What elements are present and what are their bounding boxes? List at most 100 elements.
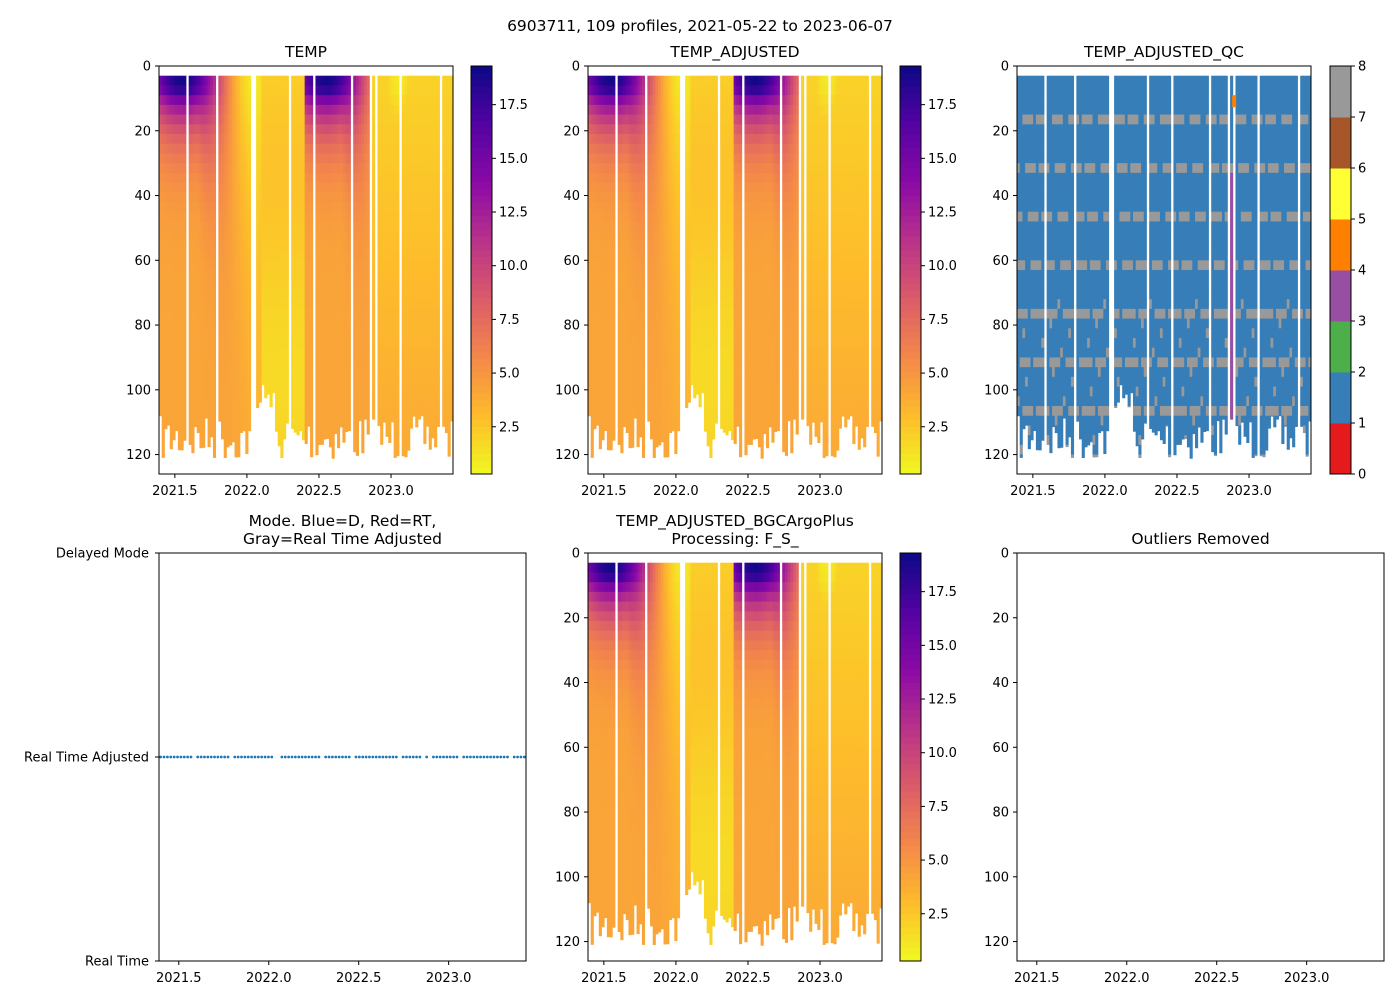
- temp-panel-cell: [226, 435, 230, 446]
- temp-panel-cell: [345, 289, 349, 300]
- temp-panel-cell: [307, 163, 311, 174]
- temp-adj-panel-cell: [628, 143, 632, 154]
- temp-panel-cell: [415, 114, 419, 125]
- temp-adj-panel-cell: [598, 143, 602, 154]
- temp-panel-cell: [248, 386, 252, 397]
- temp-panel-cell: [239, 279, 244, 290]
- temp-adj-panel-cell: [641, 260, 646, 271]
- temp-adj-panel-cell: [606, 240, 610, 251]
- temp-adj-panel-cell: [620, 124, 624, 135]
- temp-panel-cell: [285, 357, 289, 368]
- temp-panel-cell: [307, 357, 311, 368]
- temp-adj-panel-cell: [647, 250, 651, 261]
- temp-panel-cell: [334, 211, 338, 222]
- temp-panel-cell: [358, 270, 362, 281]
- temp-panel-cell: [183, 367, 187, 378]
- temp-panel-cell: [382, 299, 386, 310]
- temp-adj-panel-cell: [674, 376, 678, 387]
- temp-panel-cell: [382, 192, 386, 203]
- temp-adj-panel-cell: [604, 328, 608, 339]
- temp-panel-cell: [328, 182, 333, 193]
- temp-adj-panel-cell: [593, 143, 597, 154]
- temp-panel-cell: [169, 211, 173, 222]
- temp-adj-panel-cell: [601, 231, 605, 242]
- temp-adj-panel-cell: [639, 367, 643, 378]
- temp-panel-cell: [361, 153, 365, 164]
- temp-panel-cell: [248, 289, 252, 300]
- temp-panel-cell: [207, 386, 211, 397]
- temp-panel-cell: [420, 211, 424, 222]
- temp-panel-cell: [326, 250, 330, 261]
- temp-panel-cell: [388, 134, 392, 145]
- temp-adj-panel-cell: [606, 85, 610, 96]
- temp-panel-cell: [404, 454, 408, 458]
- temp-panel-cell: [323, 435, 327, 440]
- temp-panel-cell: [196, 95, 200, 106]
- temp-panel-cell: [442, 357, 446, 368]
- temp-panel-cell: [277, 134, 281, 145]
- temp-adj-panel-cell: [596, 75, 600, 86]
- temp-adj-panel-cell: [625, 357, 629, 368]
- temp-panel-cell: [234, 367, 238, 378]
- temp-panel-cell: [450, 134, 454, 145]
- temp-panel-cell: [409, 172, 413, 183]
- temp-panel-cell: [401, 202, 405, 213]
- temp-panel-cell: [423, 308, 427, 319]
- temp-panel-cell: [237, 202, 241, 213]
- temp-panel-cell: [436, 386, 440, 397]
- temp-panel-cell: [212, 231, 217, 242]
- temp-panel-cell: [175, 192, 179, 203]
- temp-panel-cell: [172, 124, 176, 135]
- temp-adj-panel-cell: [601, 75, 605, 86]
- temp-panel-cell: [331, 357, 335, 368]
- temp-panel-cell: [172, 367, 176, 378]
- temp-panel-cell: [420, 221, 424, 232]
- temp-adj-panel-cell: [641, 104, 646, 115]
- temp-adj-panel-cell: [652, 396, 656, 407]
- temp-panel-cell: [272, 75, 276, 86]
- temp-adj-panel-cell: [663, 153, 667, 164]
- temp-panel-cell: [169, 299, 173, 310]
- temp-adj-panel-cell: [655, 328, 659, 339]
- temp-panel-cell: [417, 104, 422, 115]
- temp-panel-cell: [358, 153, 362, 164]
- temp-panel-cell: [188, 328, 192, 339]
- temp-panel-cell: [380, 153, 384, 164]
- temp-panel-cell: [323, 308, 327, 319]
- temp-panel-cell: [199, 85, 203, 96]
- temp-panel-cell: [261, 104, 265, 115]
- temp-panel-cell: [393, 250, 397, 261]
- temp-adj-panel-cell: [647, 289, 651, 300]
- temp-panel-cell: [417, 318, 422, 329]
- temp-panel-cell: [361, 250, 365, 261]
- temp-panel-cell: [248, 202, 252, 213]
- temp-panel-cell: [431, 376, 435, 387]
- temp-panel-cell: [301, 357, 306, 368]
- temp-panel-cell: [212, 396, 217, 407]
- temp-panel-cell: [296, 163, 300, 174]
- temp-panel-cell: [280, 386, 284, 397]
- temp-panel-cell: [388, 114, 392, 125]
- temp-panel-cell: [199, 163, 203, 174]
- temp-panel-cell: [212, 240, 217, 251]
- temp-panel-cell: [188, 85, 192, 96]
- temp-panel-cell: [291, 289, 295, 300]
- temp-panel-cell: [331, 104, 335, 115]
- temp-panel-cell: [167, 250, 171, 261]
- temp-panel-cell: [377, 163, 381, 174]
- temp-adj-panel-cell: [625, 104, 629, 115]
- temp-panel-cell: [382, 75, 386, 86]
- temp-adj-panel-cell: [598, 260, 602, 271]
- temp-panel-cell: [393, 270, 397, 281]
- temp-panel-colorbar-segment: [471, 86, 492, 94]
- temp-panel-cell: [202, 172, 206, 183]
- temp-panel-y-tick-label: 80: [134, 319, 151, 334]
- temp-panel-cell: [261, 260, 265, 271]
- temp-panel-cell: [326, 104, 330, 115]
- temp-panel-cell: [283, 124, 287, 135]
- temp-adj-panel-cell: [598, 444, 602, 450]
- temp-panel-cell: [444, 367, 449, 378]
- temp-panel-cell: [231, 299, 235, 310]
- temp-panel-cell: [404, 415, 408, 426]
- temp-panel-cell: [428, 172, 432, 183]
